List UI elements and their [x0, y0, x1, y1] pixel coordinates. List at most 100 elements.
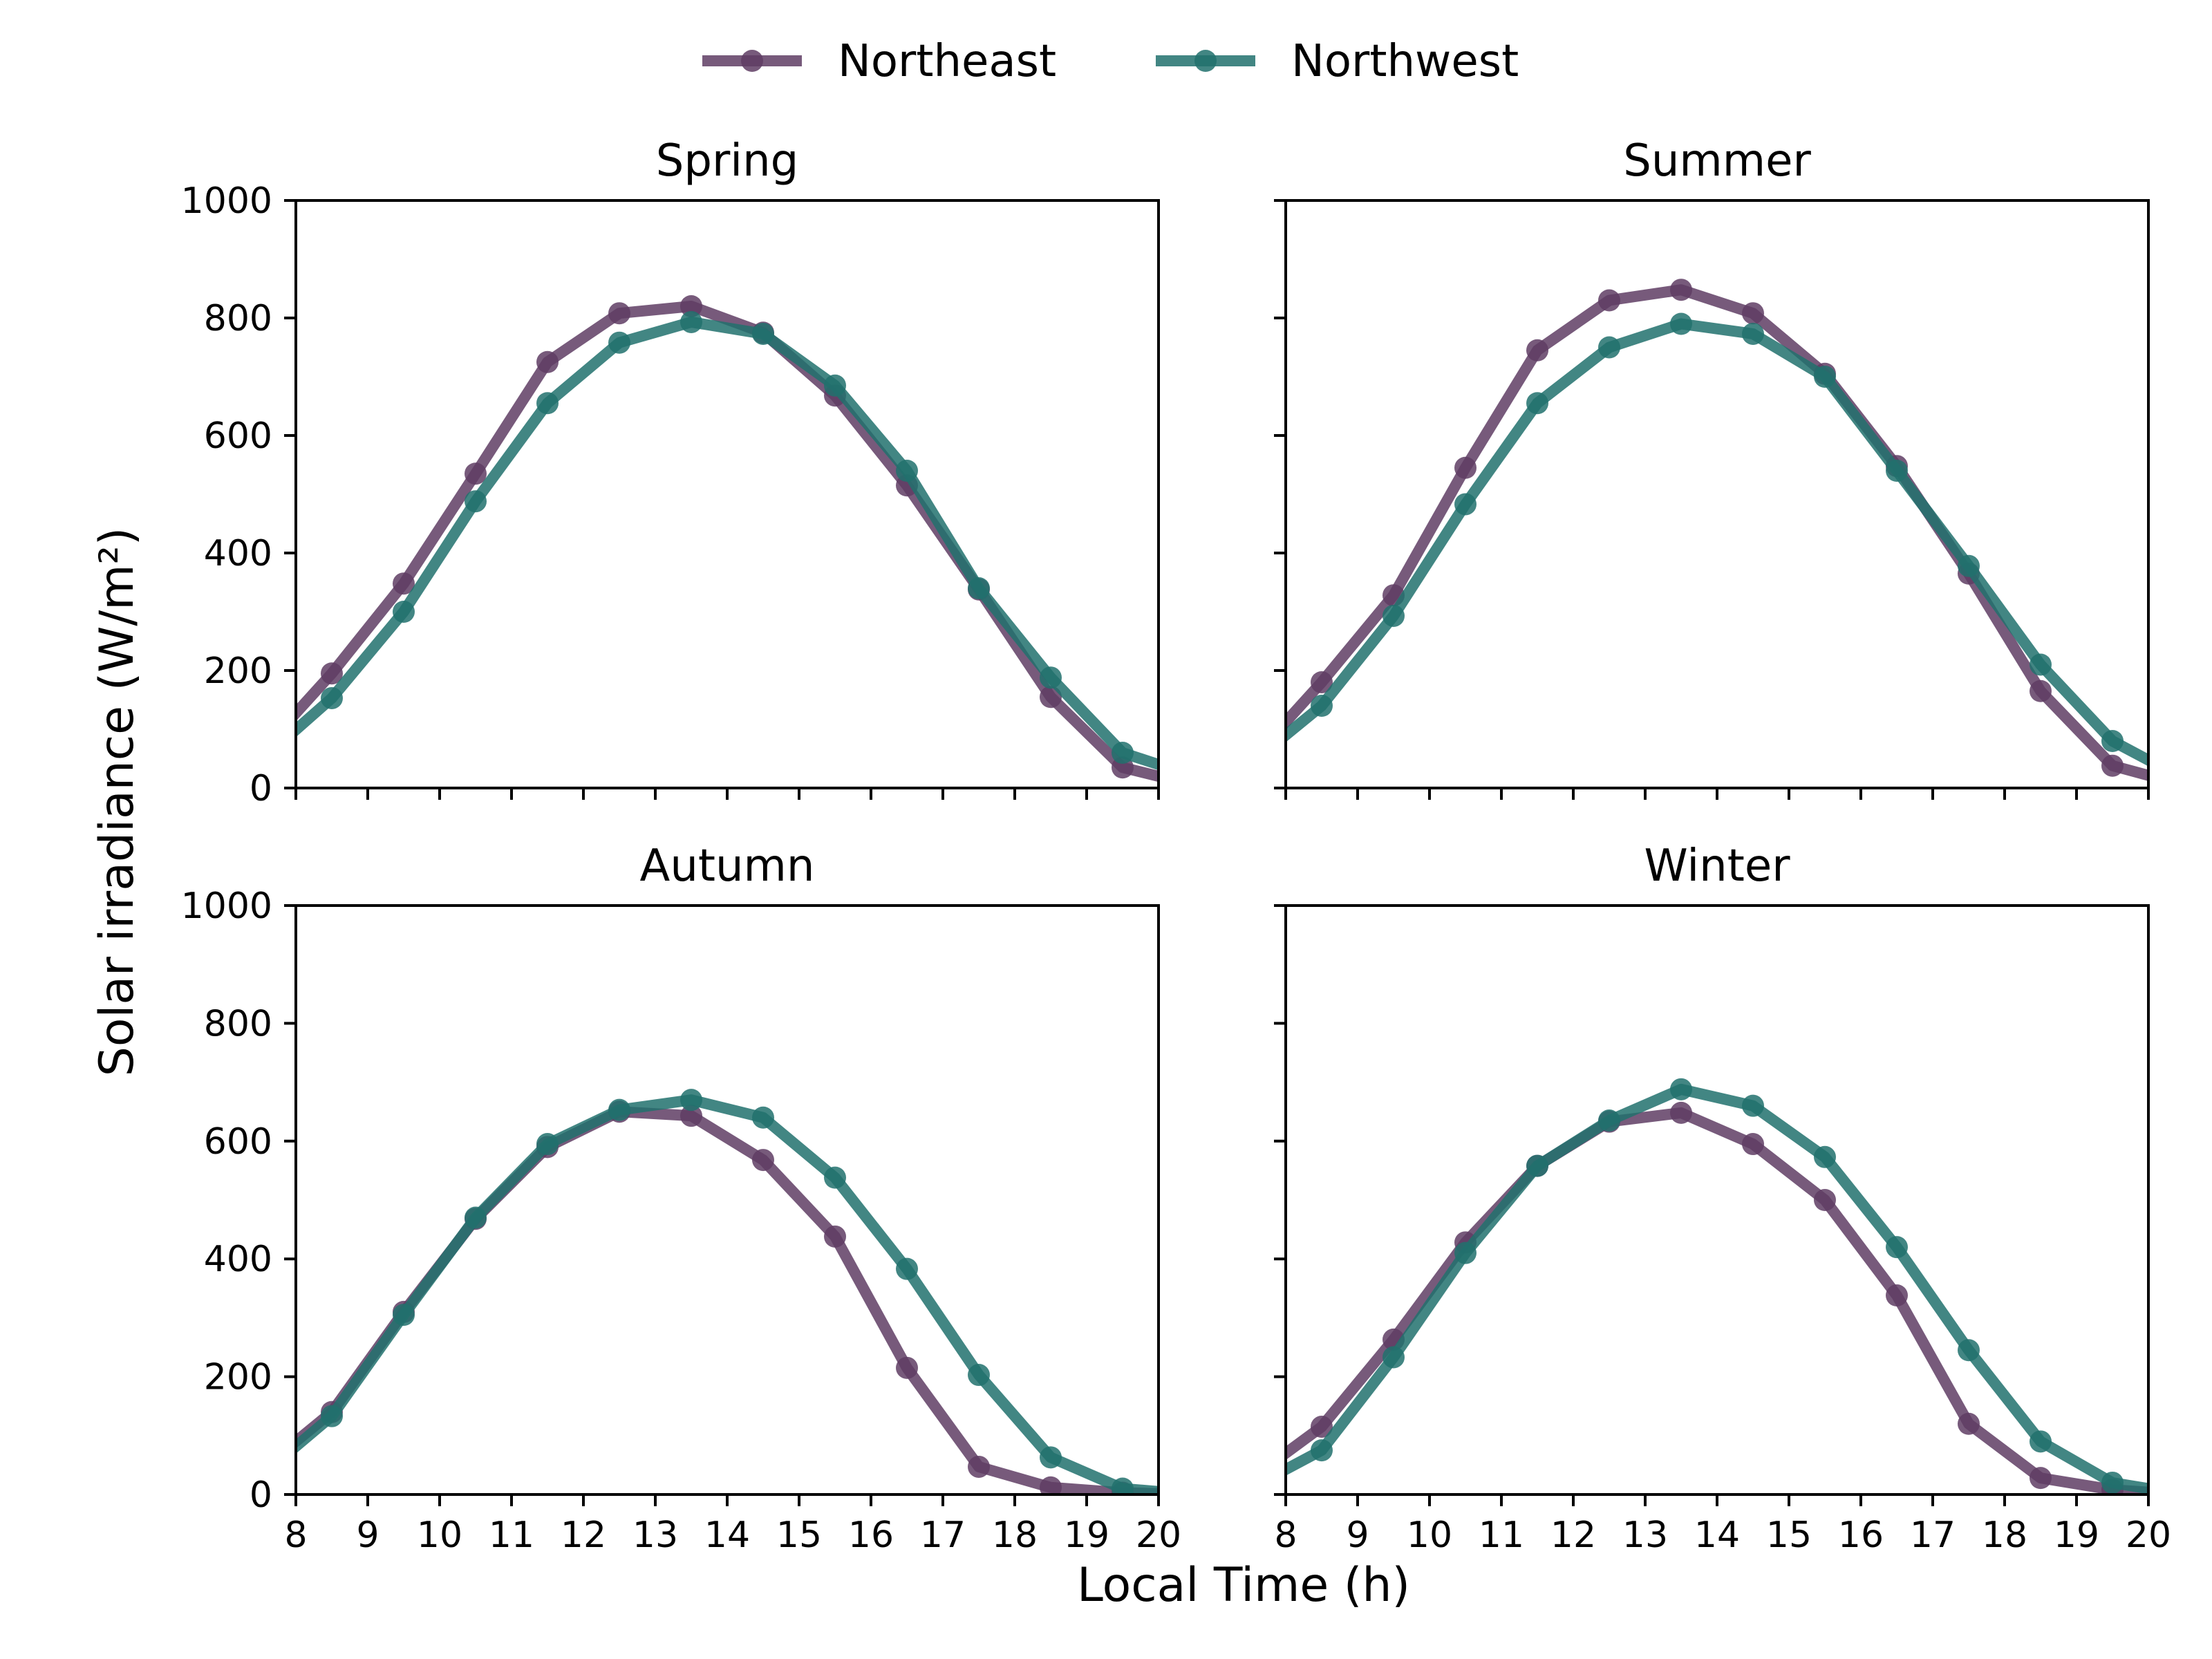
data-point-northeast [1311, 671, 1333, 693]
data-point-northwest [1886, 1236, 1908, 1259]
data-point-northwest [1526, 1154, 1548, 1177]
data-point-northeast [1670, 1101, 1692, 1124]
x-tick-label: 18 [1982, 1515, 2027, 1556]
data-point-northwest [1311, 695, 1333, 717]
data-point-northwest [608, 331, 630, 354]
x-tick-label: 17 [1910, 1515, 1956, 1556]
data-point-northwest [1814, 1145, 1836, 1168]
data-point-northwest [536, 392, 559, 415]
data-point-northeast [896, 1356, 918, 1379]
panel-spring: Spring 0 200 400 600 800 1000 [181, 135, 1160, 809]
x-tick-label: 8 [284, 1515, 307, 1556]
data-point-northeast [1040, 686, 1062, 709]
y-tick-label: 400 [204, 533, 272, 574]
series-line-northwest [1286, 318, 2148, 767]
data-point-northwest [1040, 1446, 1062, 1469]
data-point-northeast [2030, 1467, 2052, 1490]
axes-frame-autumn [294, 904, 1160, 1496]
series-line-northeast [1286, 284, 2148, 782]
y-tick-label: 800 [204, 298, 272, 339]
data-point-northwest [752, 1106, 774, 1129]
data-point-northwest [2030, 653, 2052, 676]
panel-title-summer: Summer [1623, 135, 1811, 187]
x-tick-label: 20 [2126, 1515, 2171, 1556]
data-point-northwest [465, 490, 487, 513]
data-point-northwest [321, 1405, 343, 1427]
y-tick-label: 1000 [181, 180, 272, 222]
x-tick-label: 9 [356, 1515, 379, 1556]
data-point-northwest [608, 1098, 630, 1121]
data-point-northwest [1040, 666, 1062, 689]
data-point-northwest [1958, 1339, 1980, 1362]
data-point-northwest [1886, 460, 1908, 482]
legend-label-northeast: Northeast [838, 36, 1056, 87]
plot-area-spring [296, 295, 1159, 782]
x-tick-label: 20 [1136, 1515, 1181, 1556]
y-axis-label: Solar irradiance (W/m²) [90, 527, 144, 1077]
data-point-northeast [1454, 456, 1477, 479]
legend-item-northeast: Northeast [702, 36, 1056, 87]
data-point-northeast [752, 1149, 774, 1172]
x-tick-label: 18 [992, 1515, 1038, 1556]
data-point-northeast [2101, 754, 2124, 777]
data-point-northeast [1311, 1416, 1333, 1438]
x-tick-label: 9 [1346, 1515, 1369, 1556]
y-tick-label: 200 [204, 650, 272, 692]
y-tick-label: 400 [204, 1239, 272, 1280]
data-point-northeast [1040, 1476, 1062, 1494]
x-tick-label: 14 [704, 1515, 750, 1556]
data-point-northwest [465, 1206, 487, 1229]
data-point-northwest [752, 322, 774, 345]
data-point-northwest [680, 1089, 702, 1112]
data-point-northeast [680, 1105, 702, 1127]
data-point-northwest [968, 577, 990, 599]
data-point-northwest [1526, 392, 1548, 415]
data-point-northwest [393, 1304, 415, 1327]
x-tick-label: 19 [2054, 1515, 2099, 1556]
data-point-northwest [1598, 1109, 1620, 1132]
panel-title-autumn: Autumn [640, 841, 815, 892]
panel-title-winter: Winter [1644, 841, 1791, 892]
data-point-northwest [1454, 493, 1477, 516]
data-point-northeast [1598, 289, 1620, 312]
data-point-northwest [1598, 336, 1620, 359]
data-point-northeast [1742, 302, 1764, 325]
data-point-northwest [321, 686, 343, 709]
plot-area-autumn [296, 1089, 1159, 1494]
data-point-northwest [2101, 730, 2124, 752]
data-point-northeast [680, 295, 702, 317]
data-point-northeast [536, 350, 559, 373]
y-tick-label: 0 [250, 768, 272, 809]
data-point-northwest [896, 460, 918, 482]
x-tick-label: 16 [1838, 1515, 1884, 1556]
legend-label-northwest: Northwest [1291, 36, 1519, 87]
plot-area-winter [1286, 1078, 2148, 1494]
legend: Northeast Northwest [702, 36, 1519, 87]
data-point-northwest [1670, 312, 1692, 335]
series-line-northeast [296, 301, 1159, 782]
y-tick-label: 600 [204, 415, 272, 457]
data-point-northeast [393, 572, 415, 595]
data-point-northeast [1742, 1133, 1764, 1156]
data-point-northeast [608, 302, 630, 325]
series-line-northeast [1286, 1107, 2148, 1494]
series-line-northwest [296, 1094, 1159, 1494]
data-point-northwest [1814, 366, 1836, 388]
x-tick-label: 10 [417, 1515, 462, 1556]
x-tick-label: 12 [1550, 1515, 1596, 1556]
data-point-northwest [1382, 604, 1405, 627]
data-point-northeast [1526, 339, 1548, 362]
data-point-northwest [2030, 1430, 2052, 1453]
data-point-northeast [1958, 1412, 1980, 1435]
data-point-northwest [1742, 322, 1764, 345]
data-point-northwest [1670, 1078, 1692, 1100]
axes-frame-summer [1284, 199, 2150, 789]
data-point-northwest [1382, 1346, 1405, 1369]
panel-summer: Summer [1274, 135, 2150, 800]
x-tick-label: 15 [776, 1515, 822, 1556]
legend-item-northwest: Northwest [1156, 36, 1519, 87]
series-line-northwest [296, 316, 1159, 771]
legend-marker-northeast [741, 50, 763, 72]
panel-title-spring: Spring [656, 135, 799, 187]
